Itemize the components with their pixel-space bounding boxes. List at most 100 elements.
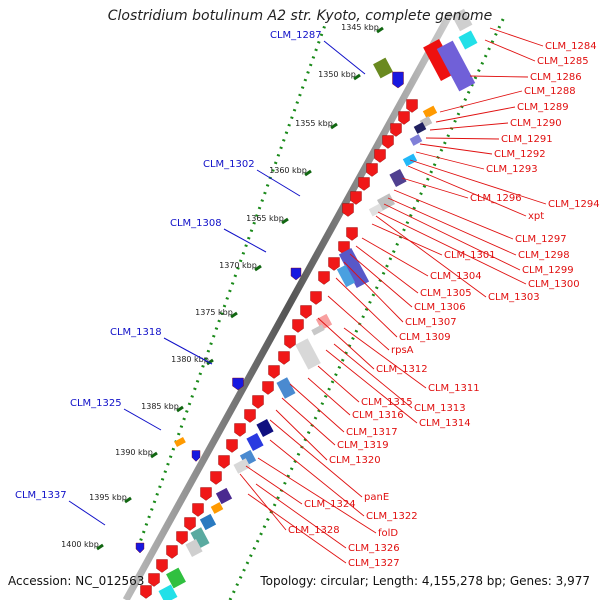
right-gene-label: CLM_1299 bbox=[522, 265, 574, 276]
right-gene-label: CLM_1307 bbox=[405, 317, 457, 328]
red-gene-arrow bbox=[292, 319, 304, 333]
gene-block bbox=[413, 122, 427, 134]
right-gene-label: CLM_1319 bbox=[337, 440, 389, 451]
red-gene-arrow bbox=[358, 177, 370, 191]
right-callout-line bbox=[435, 106, 516, 123]
gene-block bbox=[276, 377, 296, 399]
gene-block bbox=[174, 437, 186, 447]
right-callout-line bbox=[343, 261, 404, 323]
right-callout-line bbox=[375, 215, 487, 298]
right-callout-line bbox=[377, 211, 527, 285]
right-gene-label: CLM_1303 bbox=[488, 292, 540, 303]
right-callout-line bbox=[275, 409, 328, 461]
red-gene-arrow bbox=[374, 149, 386, 163]
red-gene-arrow bbox=[200, 487, 212, 501]
scale-label: 1400 kbp bbox=[61, 540, 99, 549]
left-gene-label: CLM_1318 bbox=[110, 327, 162, 338]
blue-gene-arrow bbox=[290, 267, 302, 281]
scale-tick bbox=[304, 169, 312, 177]
red-gene-arrow bbox=[310, 291, 322, 305]
right-callout-line bbox=[469, 75, 529, 78]
right-callout-line bbox=[415, 151, 485, 170]
right-callout-line bbox=[239, 473, 287, 531]
right-callout-line bbox=[419, 143, 493, 155]
right-gene-label: CLM_1304 bbox=[430, 271, 482, 282]
red-gene-arrow bbox=[210, 471, 222, 485]
right-gene-label: CLM_1326 bbox=[348, 543, 400, 554]
genome-backbone bbox=[122, 12, 454, 600]
right-callout-line bbox=[255, 483, 347, 549]
scale-tick bbox=[150, 451, 158, 459]
gene-block bbox=[256, 419, 274, 437]
red-gene-arrow bbox=[156, 559, 168, 573]
right-gene-label: CLM_1291 bbox=[501, 134, 553, 145]
right-callout-line bbox=[281, 397, 336, 446]
red-gene-arrow bbox=[192, 503, 204, 517]
right-gene-label: panE bbox=[364, 492, 389, 503]
right-callout-line bbox=[307, 377, 351, 416]
scale-ticks bbox=[96, 26, 384, 551]
right-gene-label: CLM_1288 bbox=[524, 86, 576, 97]
right-gene-label: CLM_1305 bbox=[420, 288, 472, 299]
red-gene-arrow bbox=[318, 271, 330, 285]
left-gene-label: CLM_1325 bbox=[70, 398, 122, 409]
left-callout-line bbox=[163, 337, 213, 365]
right-callout-line bbox=[489, 27, 544, 47]
blue-gene-arrow bbox=[392, 71, 404, 89]
blue-gene-arrow bbox=[135, 542, 145, 554]
right-gene-label: CLM_1284 bbox=[545, 41, 597, 52]
right-callout-line bbox=[383, 203, 521, 271]
gene-block bbox=[185, 539, 203, 557]
map-title: Clostridium botulinum A2 str. Kyoto, com… bbox=[107, 8, 493, 24]
red-gene-arrow bbox=[166, 545, 178, 559]
scale-label: 1360 kbp bbox=[269, 166, 307, 175]
left-callout-line bbox=[123, 408, 162, 431]
right-gene-label: CLM_1309 bbox=[399, 332, 451, 343]
red-gene-arrow bbox=[390, 123, 402, 137]
gene-block bbox=[233, 458, 251, 474]
red-gene-arrow bbox=[234, 423, 246, 437]
scale-label: 1390 kbp bbox=[115, 448, 153, 457]
right-callout-line bbox=[407, 165, 527, 217]
right-callout-line bbox=[371, 223, 443, 256]
right-gene-label: CLM_1317 bbox=[346, 427, 398, 438]
accession-text: Accession: NC_012563 bbox=[8, 574, 145, 588]
right-gene-label: CLM_1293 bbox=[486, 164, 538, 175]
gene-features bbox=[135, 8, 478, 600]
left-gene-label: CLM_1287 bbox=[270, 30, 322, 41]
red-gene-arrow bbox=[218, 455, 230, 469]
right-callout-line bbox=[289, 383, 345, 433]
scale-label: 1370 kbp bbox=[219, 261, 257, 270]
topology-text: Topology: circular; Length: 4,155,278 bp… bbox=[260, 574, 590, 588]
right-gene-label: CLM_1292 bbox=[494, 149, 546, 160]
gene-block-olive bbox=[373, 57, 393, 79]
scale-label: 1380 kbp bbox=[171, 355, 209, 364]
gene-block-large-purple bbox=[436, 40, 476, 92]
gene-block bbox=[295, 338, 321, 370]
right-callout-line bbox=[343, 327, 427, 389]
right-callout-line bbox=[361, 237, 429, 277]
right-gene-label: xpt bbox=[528, 211, 544, 222]
right-gene-label: CLM_1298 bbox=[518, 250, 570, 261]
right-callout-line bbox=[247, 493, 347, 564]
gene-block bbox=[311, 324, 325, 336]
right-gene-label: CLM_1301 bbox=[444, 250, 496, 261]
right-callout-line bbox=[349, 253, 413, 308]
red-gene-arrow bbox=[382, 135, 394, 149]
red-gene-arrow bbox=[328, 257, 340, 271]
right-callout-line bbox=[335, 277, 398, 338]
scale-label: 1395 kbp bbox=[89, 493, 127, 502]
scale-tick bbox=[254, 264, 262, 272]
right-gene-label: CLM_1306 bbox=[414, 302, 466, 313]
left-gene-label: CLM_1308 bbox=[170, 218, 222, 229]
left-callout-line bbox=[323, 40, 366, 75]
scale-tick bbox=[281, 217, 289, 225]
left-callout-line bbox=[223, 228, 267, 253]
right-gene-label: folD bbox=[378, 528, 398, 539]
gene-block-purple bbox=[338, 247, 370, 289]
red-gene-arrow bbox=[300, 305, 312, 319]
right-callout-line bbox=[429, 122, 509, 131]
scale-tick bbox=[330, 122, 338, 130]
right-callout-line bbox=[333, 343, 413, 409]
